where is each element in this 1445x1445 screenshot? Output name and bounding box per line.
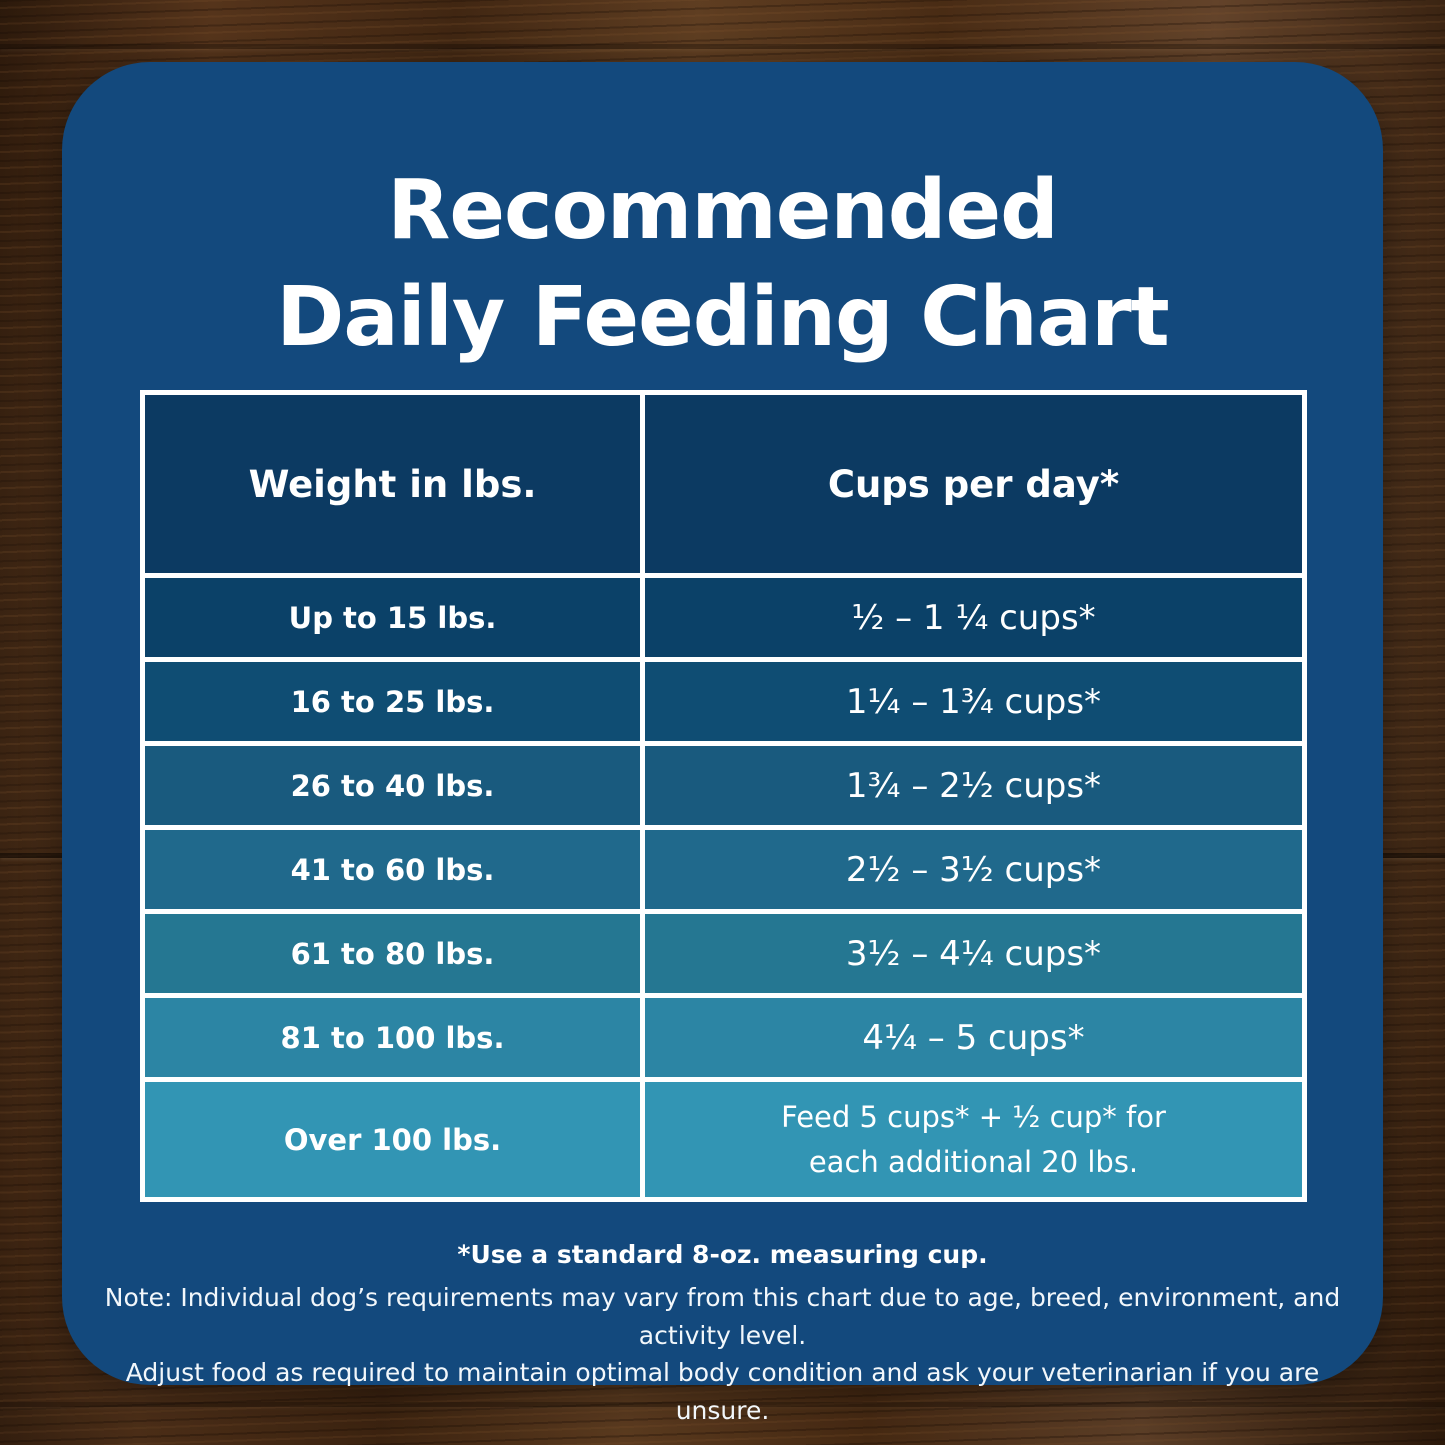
weight-cell: 41 to 60 lbs. — [145, 830, 640, 909]
feeding-chart-card: Recommended Daily Feeding Chart Weight i… — [62, 62, 1383, 1425]
cups-cell: 3½ – 4¼ cups* — [645, 914, 1302, 993]
cups-cell: Feed 5 cups* + ½ cup* for each additiona… — [645, 1082, 1302, 1197]
title-line2: Daily Feeding Chart — [276, 269, 1170, 365]
note-line1: Note: Individual dog’s requirements may … — [104, 1283, 1341, 1350]
cups-cell: 2½ – 3½ cups* — [645, 830, 1302, 909]
measuring-cup-note: *Use a standard 8-oz. measuring cup. — [457, 1240, 988, 1269]
weight-cell: 16 to 25 lbs. — [145, 662, 640, 741]
wood-plank-seam — [0, 1402, 1445, 1407]
column-header-cups: Cups per day* — [645, 395, 1302, 573]
cups-cell: ½ – 1 ¼ cups* — [645, 578, 1302, 657]
weight-cell: 61 to 80 lbs. — [145, 914, 640, 993]
cups-cell: 4¼ – 5 cups* — [645, 998, 1302, 1077]
note-line2: Adjust food as required to maintain opti… — [125, 1358, 1320, 1425]
weight-cell: 81 to 100 lbs. — [145, 998, 640, 1077]
cups-cell-line1: Feed 5 cups* + ½ cup* for — [781, 1099, 1166, 1134]
feeding-table: Weight in lbs. Cups per day* Up to 15 lb… — [140, 390, 1307, 1202]
wood-plank-seam — [0, 44, 1445, 49]
weight-cell: Over 100 lbs. — [145, 1082, 640, 1197]
cups-cell: 1¾ – 2½ cups* — [645, 746, 1302, 825]
weight-cell: Up to 15 lbs. — [145, 578, 640, 657]
column-header-weight: Weight in lbs. — [145, 395, 640, 573]
footnotes: *Use a standard 8-oz. measuring cup. Not… — [62, 1240, 1383, 1429]
title-line1: Recommended — [387, 163, 1059, 258]
cups-cell-line2: each additional 20 lbs. — [808, 1144, 1139, 1179]
page-title: Recommended Daily Feeding Chart — [62, 158, 1383, 371]
cups-cell: 1¼ – 1¾ cups* — [645, 662, 1302, 741]
weight-cell: 26 to 40 lbs. — [145, 746, 640, 825]
